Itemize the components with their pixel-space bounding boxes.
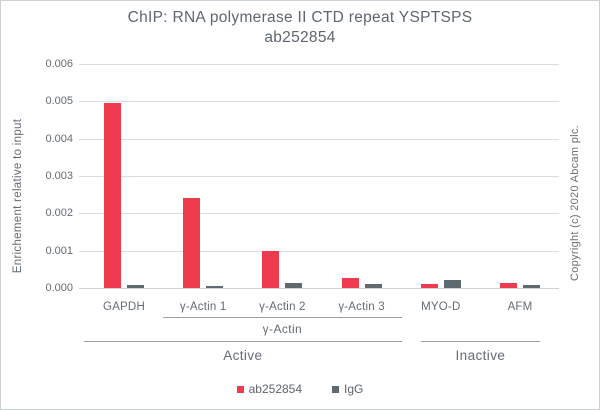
gridline-0.002 — [79, 213, 559, 215]
y-tick-label: 0.002 — [45, 207, 73, 220]
y-tick-label: 0.003 — [45, 170, 73, 182]
bar-ab252854-gapdh — [104, 103, 121, 288]
legend-label: IgG — [344, 382, 364, 396]
gridline-0.003 — [79, 176, 559, 177]
gridline-0.005 — [79, 101, 559, 103]
group-label-active: Active — [223, 348, 263, 363]
gridline-0.000 — [79, 288, 559, 289]
bar-ab252854-actin-3 — [341, 277, 359, 288]
bar-ab252854-myo-d — [420, 284, 438, 288]
gridline-0.004 — [79, 138, 559, 140]
group-label-actin: γ-Actin — [262, 322, 303, 336]
legend-item-ab252854: ab252854 — [236, 382, 303, 396]
bar-igg-myo-d — [443, 280, 461, 288]
legend-swatch-igg — [332, 385, 340, 393]
y-tick-label: 0.004 — [45, 132, 73, 145]
category-label-myo-d: MYO-D — [421, 301, 461, 313]
bar-igg-actin-3 — [364, 283, 382, 288]
gridline-0.001 — [79, 250, 559, 252]
bar-ab252854-afm — [500, 282, 517, 288]
category-label-actin-1: γ-Actin 1 — [179, 301, 227, 313]
y-tick-label: 0.001 — [45, 244, 73, 257]
bar-igg-actin-2 — [285, 283, 303, 288]
legend-label: ab252854 — [248, 382, 303, 396]
y-axis-title: Enrichement relative to input — [12, 118, 24, 274]
legend-item-igg: IgG — [332, 382, 363, 396]
category-label-actin-3: γ-Actin 3 — [338, 301, 385, 313]
chart-subtitle: ab252854 — [264, 29, 336, 46]
group-line-inactive — [420, 341, 540, 342]
bar-ab252854-actin-2 — [262, 250, 280, 288]
chart-title-block: ChIP: RNA polymerase II CTD repeat YSPTS… — [1, 8, 599, 48]
category-label-gapdh: GAPDH — [103, 301, 145, 313]
legend: ab252854 IgG — [1, 382, 599, 396]
chart-title: ChIP: RNA polymerase II CTD repeat YSPTS… — [127, 9, 473, 26]
copyright-notice: Copyright (c) 2020 Abcam plc. — [569, 124, 581, 282]
category-label-afm: AFM — [507, 301, 533, 313]
bar-ab252854-actin-1 — [183, 198, 201, 288]
group-line-active — [84, 341, 402, 342]
bar-igg-afm — [523, 285, 540, 288]
y-tick-label: 0.005 — [45, 95, 73, 108]
gridline-0.006 — [79, 64, 559, 65]
bar-igg-actin-1 — [206, 286, 224, 288]
group-line-actin — [163, 317, 402, 318]
bar-igg-gapdh — [127, 285, 144, 288]
y-tick-label: 0.006 — [45, 58, 73, 70]
category-label-actin-2: γ-Actin 2 — [259, 301, 306, 313]
y-tick-label: 0.000 — [45, 282, 73, 294]
legend-swatch-ab252854 — [236, 385, 244, 393]
group-label-inactive: Inactive — [455, 348, 506, 363]
